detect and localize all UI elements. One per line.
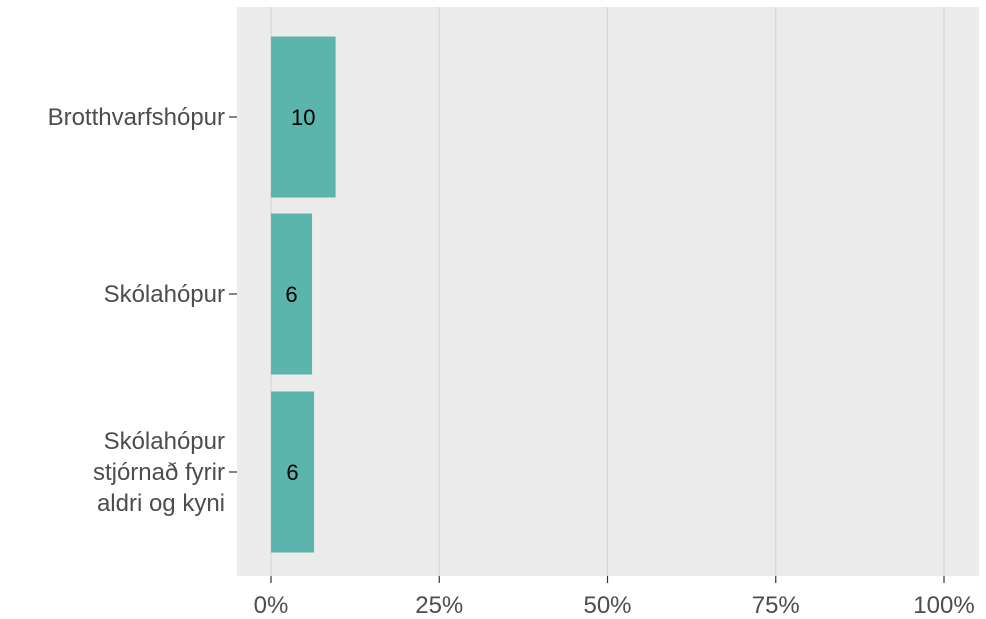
data-labels: 10 6 6: [285, 105, 315, 485]
x-tick-label-2: 50%: [583, 592, 631, 619]
bars: [271, 36, 336, 553]
y-tick-label-0: Brotthvarfshópur: [48, 104, 225, 131]
bar-1: [271, 213, 313, 375]
x-tick-label-3: 75%: [752, 592, 800, 619]
data-label-2: 6: [286, 460, 298, 485]
y-tick-label-2: Skólahópur stjórnað fyrir aldri og kyni: [93, 428, 225, 517]
x-tick-label-4: 100%: [913, 592, 974, 619]
data-label-1: 6: [285, 282, 297, 307]
data-label-0: 10: [291, 105, 315, 130]
x-tick-label-0: 0%: [254, 592, 289, 619]
y-tick-label-1: Skólahópur: [104, 281, 225, 308]
x-axis: 0% 25% 50% 75% 100%: [254, 576, 975, 619]
y-axis: Brotthvarfshópur Skólahópur Skólahópur stjó…: [48, 104, 237, 517]
x-tick-label-1: 25%: [415, 592, 463, 619]
bar-2: [271, 391, 315, 553]
bar-0: [271, 36, 336, 198]
